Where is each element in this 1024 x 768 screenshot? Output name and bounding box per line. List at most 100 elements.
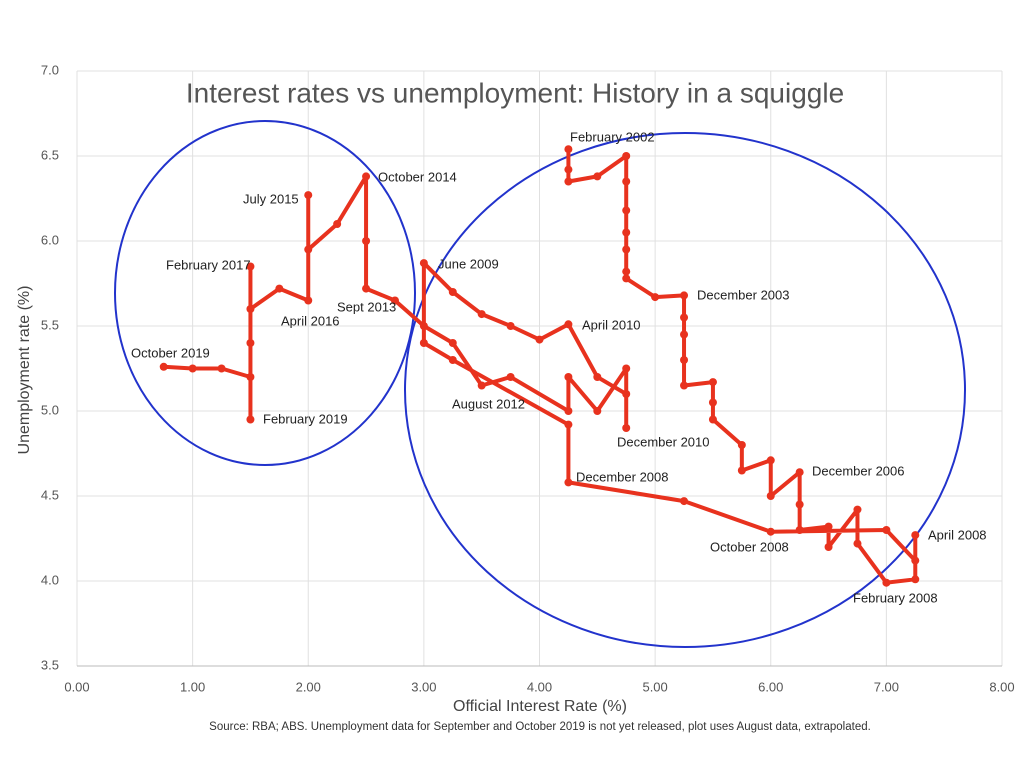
data-point — [622, 267, 631, 276]
data-line — [163, 149, 918, 585]
data-point — [564, 177, 573, 186]
y-tick-label: 6.0 — [41, 232, 59, 247]
data-point — [622, 245, 631, 254]
data-point — [622, 228, 631, 237]
data-point — [651, 293, 660, 302]
annotation: April 2008 — [928, 527, 987, 542]
data-point — [246, 373, 255, 381]
data-point — [795, 500, 804, 509]
annotation: February 2019 — [263, 411, 348, 426]
data-point — [390, 296, 399, 305]
data-point — [708, 415, 717, 424]
data-point — [217, 364, 226, 373]
data-point — [766, 527, 775, 536]
annotation: April 2016 — [281, 313, 340, 328]
data-point — [362, 284, 371, 293]
x-axis-label: Official Interest Rate (%) — [453, 698, 627, 715]
data-point — [188, 364, 197, 373]
data-point — [246, 262, 255, 271]
cluster-ellipse — [404, 132, 966, 648]
data-point — [680, 330, 689, 339]
data-point — [708, 398, 717, 407]
annotation: February 2017 — [166, 257, 251, 272]
data-point — [506, 373, 515, 381]
x-tick-label: 0.00 — [64, 679, 89, 694]
data-point — [448, 339, 457, 347]
x-tick-label: 5.00 — [642, 679, 667, 694]
data-point — [853, 539, 862, 548]
data-point — [824, 543, 833, 551]
data-point — [304, 191, 313, 200]
annotation: February 2008 — [853, 590, 938, 605]
data-point — [304, 245, 313, 254]
annotation: December 2008 — [576, 469, 669, 484]
data-point — [766, 456, 775, 465]
y-axis-label: Unemployment rate (%) — [16, 286, 33, 455]
annotation: April 2010 — [582, 317, 641, 332]
y-tick-label: 4.0 — [41, 572, 59, 587]
data-point — [419, 259, 428, 268]
annotation: Sept 2013 — [337, 299, 396, 314]
y-tick-label: 5.5 — [41, 317, 59, 332]
data-point — [853, 505, 862, 514]
x-tick-label: 2.00 — [296, 679, 321, 694]
data-point — [535, 335, 544, 344]
x-tick-label: 6.00 — [758, 679, 783, 694]
data-point — [737, 466, 746, 475]
data-point — [593, 373, 602, 381]
data-point — [246, 415, 255, 424]
data-point — [680, 291, 689, 300]
y-tick-label: 6.5 — [41, 147, 59, 162]
data-point — [795, 526, 804, 534]
data-point — [911, 575, 920, 584]
data-point — [795, 468, 804, 477]
data-point — [564, 407, 573, 415]
data-point — [246, 305, 255, 313]
x-tick-label: 3.00 — [411, 679, 436, 694]
data-point — [304, 296, 313, 305]
data-point — [622, 152, 631, 160]
data-point — [564, 420, 573, 429]
data-point — [882, 526, 891, 534]
data-point — [506, 322, 515, 330]
annotation: December 2010 — [617, 434, 710, 449]
data-point — [448, 288, 457, 296]
x-tick-label: 4.00 — [527, 679, 552, 694]
y-tick-label: 7.0 — [41, 62, 59, 77]
data-point — [622, 274, 631, 283]
data-point — [362, 172, 371, 181]
data-point — [477, 310, 486, 319]
annotation: October 2014 — [378, 169, 457, 184]
data-point — [680, 313, 689, 322]
y-tick-label: 5.0 — [41, 402, 59, 417]
annotation: October 2019 — [131, 345, 210, 360]
data-point — [419, 322, 428, 330]
data-point — [159, 362, 168, 371]
x-tick-label: 8.00 — [989, 679, 1014, 694]
data-point — [275, 284, 284, 293]
data-point — [593, 172, 602, 181]
data-point — [622, 364, 631, 373]
data-point — [362, 237, 371, 245]
data-point — [708, 378, 717, 387]
x-tick-label: 7.00 — [874, 679, 899, 694]
data-point — [477, 381, 486, 390]
data-point — [911, 556, 920, 565]
annotation: August 2012 — [452, 396, 525, 411]
data-point — [564, 478, 573, 487]
y-tick-label: 4.5 — [41, 487, 59, 502]
data-point — [448, 356, 457, 364]
data-point — [622, 206, 631, 215]
x-tick-label: 1.00 — [180, 679, 205, 694]
annotation: October 2008 — [710, 539, 789, 554]
data-point — [882, 578, 891, 587]
data-point — [333, 220, 342, 228]
data-point — [564, 320, 573, 329]
data-point — [680, 356, 689, 364]
data-point — [824, 522, 833, 531]
data-point — [246, 339, 255, 347]
cluster-ellipse — [114, 120, 416, 466]
data-point — [911, 531, 920, 540]
y-tick-label: 3.5 — [41, 657, 59, 672]
